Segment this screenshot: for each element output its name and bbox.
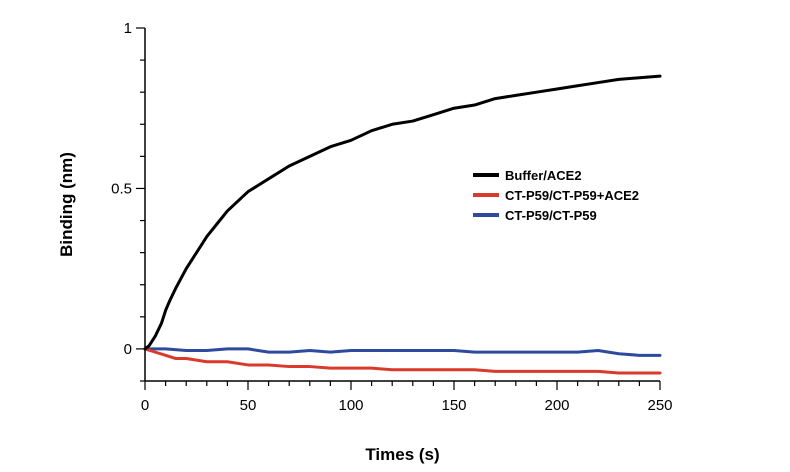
ticks-group: 0 0.5 1 0 50 100 150 200 250	[111, 20, 672, 414]
series-group	[143, 74, 662, 375]
x-tick-label: 250	[647, 397, 672, 414]
legend: Buffer/ACE2 CT-P59/CT-P59+ACE2 CT-P59/CT-P…	[473, 168, 639, 223]
axes-group	[144, 28, 660, 382]
legend-label: CT-P59/CT-P59	[505, 208, 597, 223]
x-axis-title: Times (s)	[365, 445, 439, 464]
series-line-ct-p59-ct-p59	[143, 347, 662, 357]
x-tick-label: 100	[338, 397, 363, 414]
legend-label: CT-P59/CT-P59+ACE2	[505, 188, 639, 203]
y-axis-title: Binding (nm)	[57, 152, 76, 257]
series-line-buffer-ace2	[143, 74, 662, 351]
x-tick-label: 150	[441, 397, 466, 414]
y-tick-label: 0.5	[111, 180, 132, 197]
x-tick-label: 0	[141, 397, 149, 414]
y-tick-label: 0	[124, 341, 132, 358]
y-tick-label: 1	[124, 20, 132, 37]
x-tick-label: 200	[544, 397, 569, 414]
legend-label: Buffer/ACE2	[505, 168, 582, 183]
series-line-ct-p59-ct-p59-ace2	[143, 347, 662, 375]
x-tick-label: 50	[240, 397, 257, 414]
